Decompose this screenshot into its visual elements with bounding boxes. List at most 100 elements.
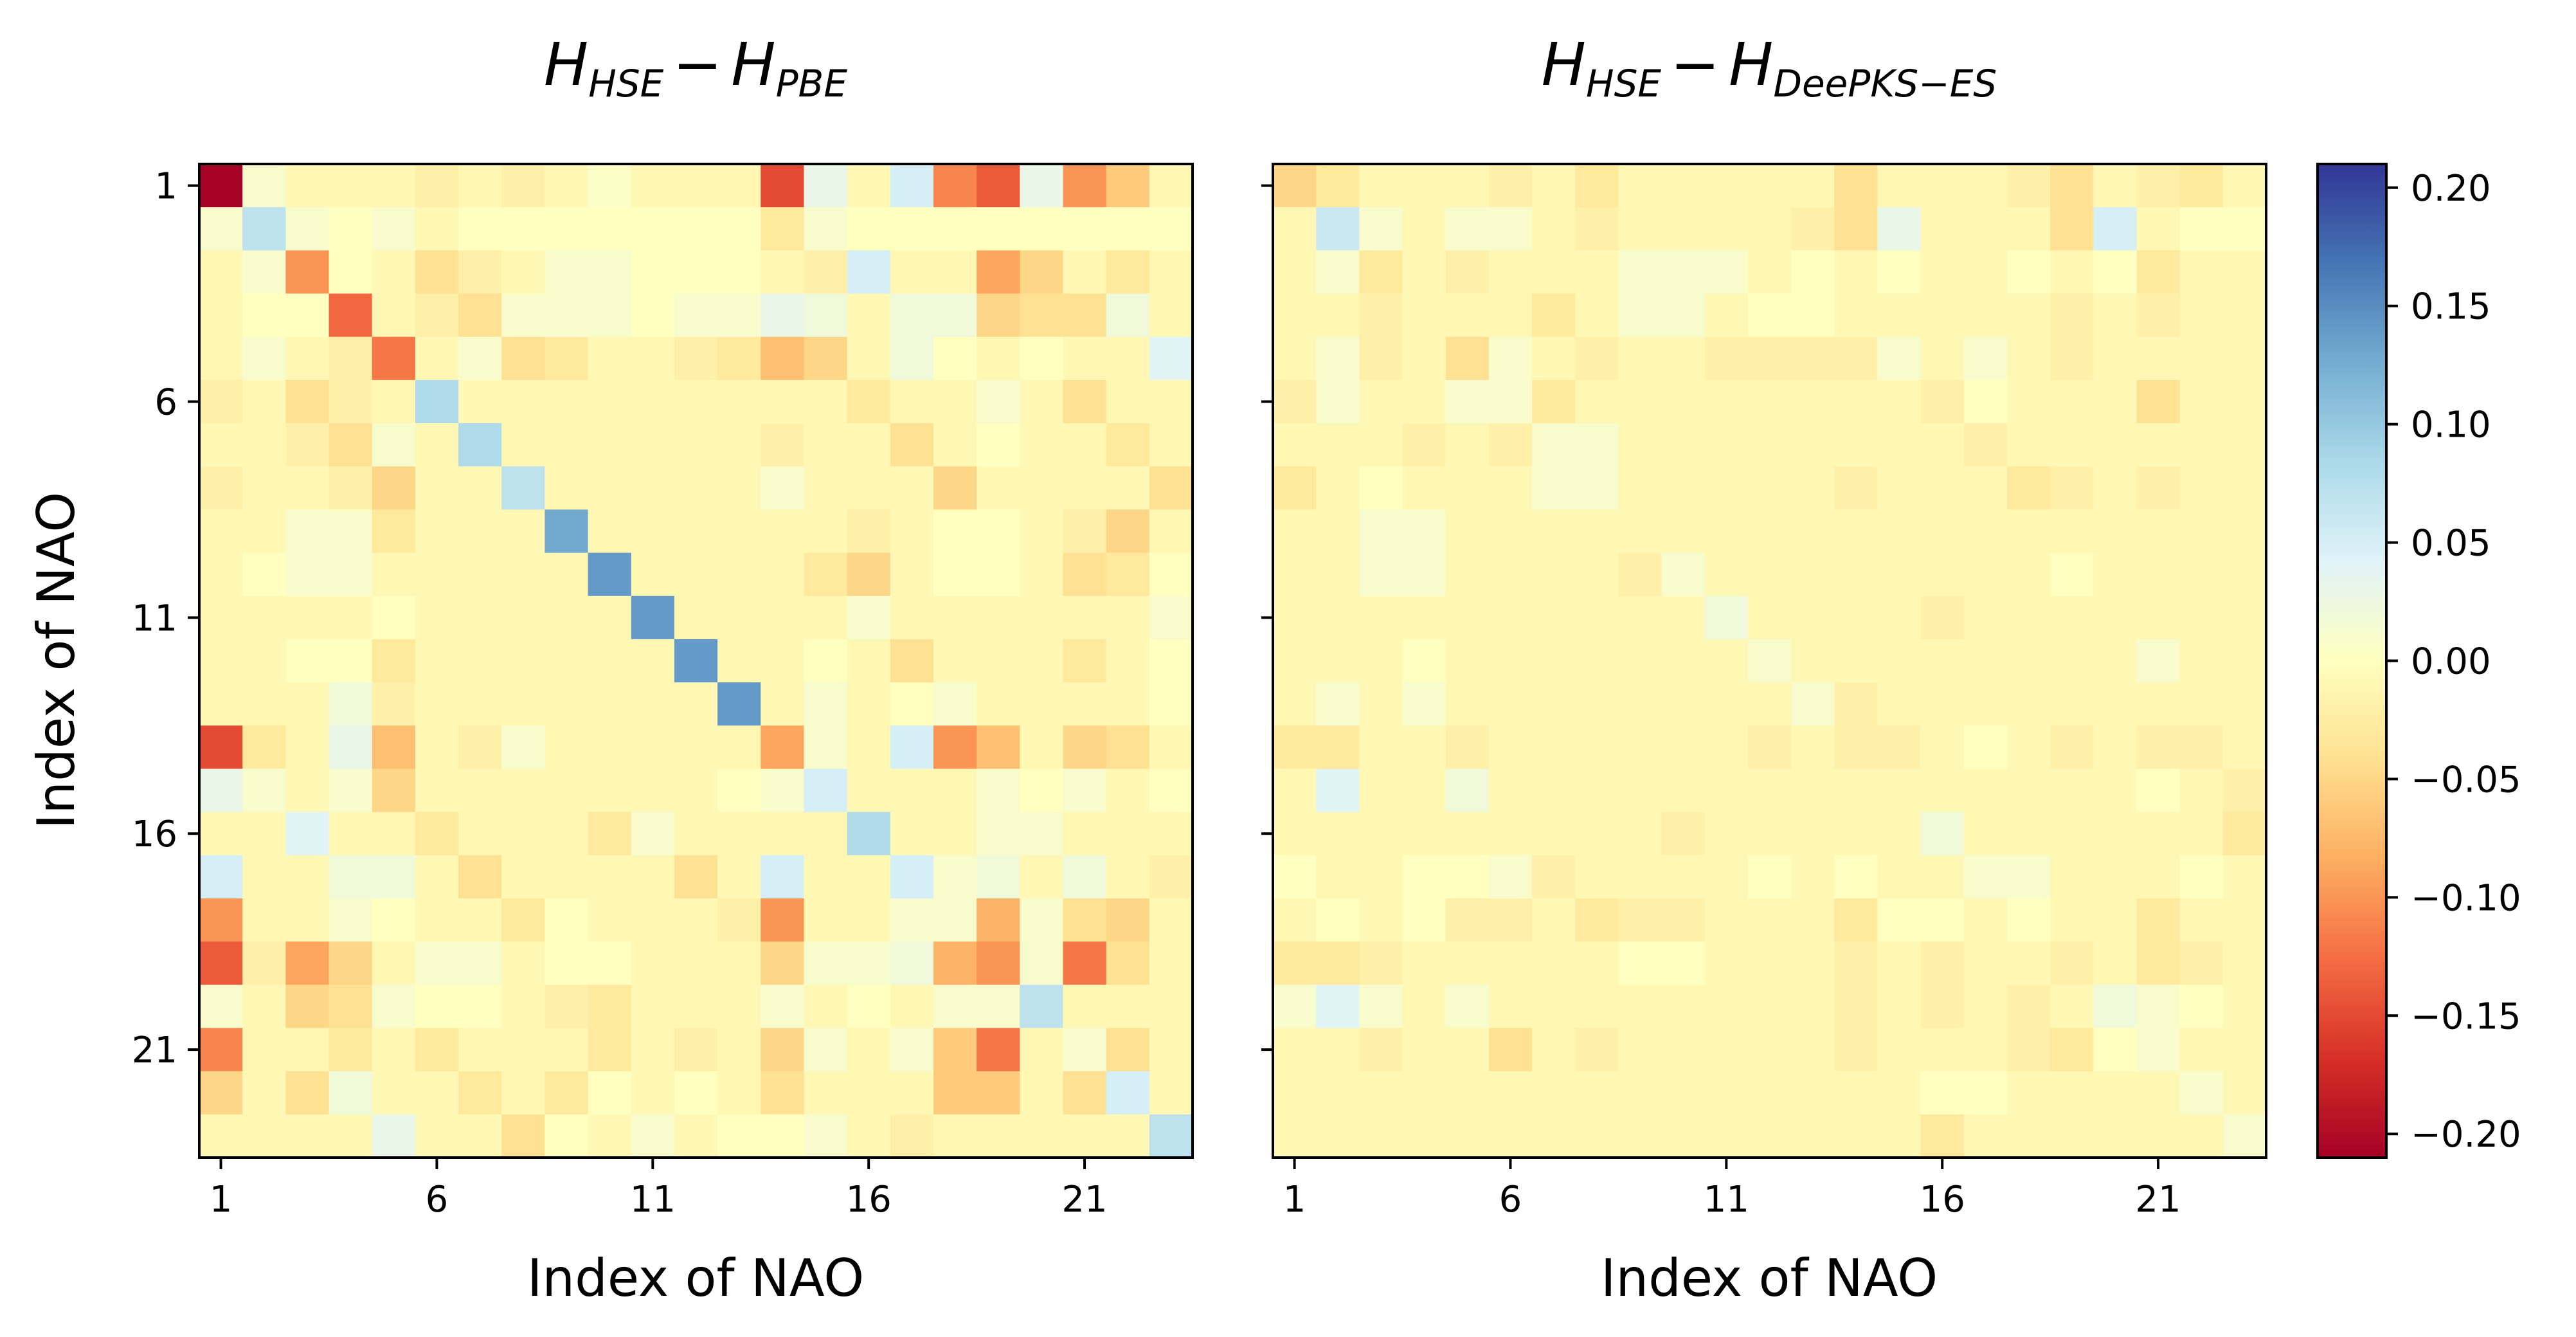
heatmap-cell xyxy=(372,423,416,467)
heatmap-cell xyxy=(372,250,416,295)
heatmap-cell xyxy=(1791,725,1835,770)
heatmap-cell xyxy=(631,466,675,510)
heatmap-cell xyxy=(329,336,373,381)
heatmap-cell xyxy=(1488,466,1533,510)
heatmap-cell xyxy=(1445,250,1490,295)
heatmap-cell xyxy=(1661,682,1706,726)
heatmap-cell xyxy=(1532,552,1576,597)
heatmap-cell xyxy=(415,855,459,899)
heatmap-cell xyxy=(933,855,977,899)
heatmap-cell xyxy=(1359,207,1403,251)
heatmap-cell xyxy=(1063,639,1107,683)
heatmap-cell xyxy=(977,769,1020,813)
heatmap-cell xyxy=(2136,682,2181,726)
heatmap-cell xyxy=(761,985,805,1029)
heatmap-cell xyxy=(1359,293,1403,338)
heatmap-cell xyxy=(2179,293,2224,338)
heatmap-cell xyxy=(1963,812,2008,856)
heatmap-cell xyxy=(1020,898,1064,942)
heatmap-cell xyxy=(1661,1071,1706,1115)
heatmap-cell xyxy=(1359,812,1403,856)
heatmap-cell xyxy=(1704,207,1749,251)
heatmap-cell xyxy=(674,336,718,381)
heatmap-cell xyxy=(1704,898,1749,942)
heatmap-cell xyxy=(588,1028,632,1072)
heatmap-cell xyxy=(199,725,243,770)
colorbar-tick-label: 0.10 xyxy=(2411,405,2491,446)
heatmap-cell xyxy=(1963,985,2008,1029)
heatmap-cell xyxy=(761,898,805,942)
heatmap-cell xyxy=(1963,596,2008,640)
heatmap-cell xyxy=(1920,379,1965,424)
heatmap-cell xyxy=(545,639,589,683)
heatmap-cell xyxy=(933,509,977,554)
heatmap-cell xyxy=(1877,1028,1922,1072)
heatmap-cell xyxy=(242,207,286,251)
heatmap-cell xyxy=(1877,207,1922,251)
heatmap-cell xyxy=(242,1028,286,1072)
heatmap-cell xyxy=(1791,207,1835,251)
heatmap-cell xyxy=(329,250,373,295)
heatmap-cell xyxy=(415,769,459,813)
heatmap-cell xyxy=(1618,466,1662,510)
heatmap-cell xyxy=(1747,293,1792,338)
heatmap-cell xyxy=(242,682,286,726)
heatmap-cell xyxy=(1704,336,1749,381)
heatmap-cell xyxy=(2093,293,2138,338)
heatmap-cell xyxy=(458,985,502,1029)
heatmap-cell xyxy=(1106,855,1150,899)
heatmap-cell xyxy=(717,336,761,381)
heatmap-cell xyxy=(458,941,502,985)
heatmap-cell xyxy=(242,509,286,554)
heatmap-cell xyxy=(847,1028,891,1072)
heatmap-cell xyxy=(1273,423,1317,467)
heatmap-cell xyxy=(1575,941,1619,985)
heatmap-cell xyxy=(1149,379,1193,424)
heatmap-cell xyxy=(2136,336,2181,381)
heatmap-cell xyxy=(415,509,459,554)
heatmap-cell xyxy=(2222,1114,2267,1158)
heatmap-cell xyxy=(1575,336,1619,381)
heatmap-cell xyxy=(2136,509,2181,554)
heatmap-cell xyxy=(1106,812,1150,856)
heatmap-cell xyxy=(717,207,761,251)
heatmap-cell xyxy=(2179,898,2224,942)
heatmap-cell xyxy=(1747,336,1792,381)
x-tick-label: 16 xyxy=(846,1179,892,1221)
heatmap-cell xyxy=(1020,1071,1064,1115)
heatmap-cell xyxy=(372,379,416,424)
heatmap-cell xyxy=(329,596,373,640)
heatmap-cell xyxy=(588,164,632,208)
heatmap-cell xyxy=(2222,423,2267,467)
heatmap-cell xyxy=(329,725,373,770)
heatmap-cell xyxy=(1791,293,1835,338)
heatmap-cell xyxy=(1020,812,1064,856)
heatmap-cell xyxy=(1316,812,1360,856)
heatmap-cell xyxy=(1920,682,1965,726)
heatmap-cell xyxy=(1877,552,1922,597)
heatmap-cell xyxy=(285,596,330,640)
heatmap-cell xyxy=(674,552,718,597)
heatmap-cell xyxy=(847,423,891,467)
heatmap-cell xyxy=(1488,812,1533,856)
heatmap-cell xyxy=(2050,293,2094,338)
heatmap-cell xyxy=(804,812,848,856)
heatmap-cell xyxy=(717,769,761,813)
x-tick-label: 6 xyxy=(1499,1179,1522,1221)
heatmap-cell xyxy=(2136,769,2181,813)
heatmap-cell xyxy=(1106,423,1150,467)
heatmap-cell xyxy=(1963,639,2008,683)
heatmap-cell xyxy=(890,293,934,338)
heatmap-cell xyxy=(199,985,243,1029)
heatmap-cell xyxy=(1877,985,1922,1029)
heatmap-cell xyxy=(415,552,459,597)
heatmap-cell xyxy=(1704,466,1749,510)
heatmap-cell xyxy=(674,898,718,942)
heatmap-cell xyxy=(1020,596,1064,640)
heatmap-cell xyxy=(804,509,848,554)
heatmap-cell xyxy=(199,379,243,424)
heatmap-cell xyxy=(674,250,718,295)
heatmap-cell xyxy=(1149,639,1193,683)
heatmap-cell xyxy=(1747,1028,1792,1072)
heatmap-cell xyxy=(545,725,589,770)
